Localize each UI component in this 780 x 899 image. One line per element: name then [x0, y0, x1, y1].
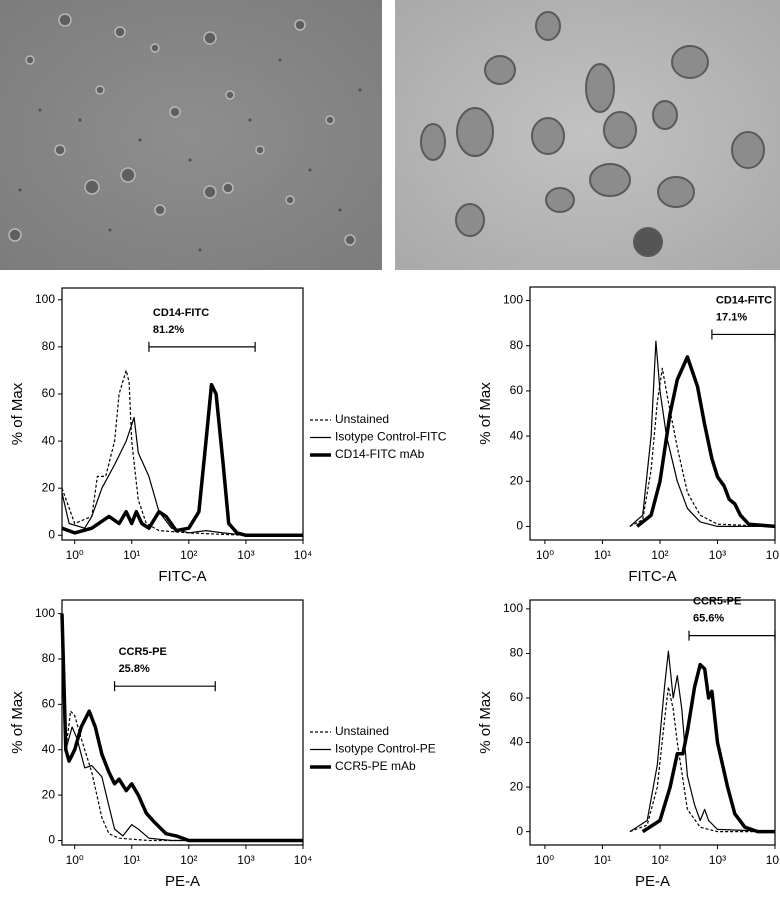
y-tick-label: 0	[48, 527, 55, 541]
legend-label: Isotype Control-FITC	[335, 430, 447, 444]
x-tick-label: 10²	[651, 853, 668, 867]
plot-frame	[529, 599, 776, 846]
x-tick-label: 10¹	[123, 548, 140, 562]
y-tick-label: 60	[510, 690, 524, 704]
gate-percent: 17.1%	[716, 311, 747, 323]
x-tick-label: 10¹	[594, 548, 611, 562]
legend-label: Unstained	[335, 412, 389, 426]
x-tick-label: 10³	[237, 853, 254, 867]
x-tick-label: 10⁰	[66, 853, 84, 867]
gate-percent: 81.2%	[153, 324, 184, 336]
histogram-line	[629, 686, 775, 833]
histogram-line	[61, 369, 303, 536]
y-tick-label: 20	[510, 473, 524, 487]
plot-frame	[61, 287, 304, 541]
y-tick-label: 80	[42, 339, 56, 353]
y-tick-label: 60	[42, 386, 56, 400]
y-tick-label: 0	[516, 519, 523, 533]
x-tick-label: 10³	[237, 548, 254, 562]
x-tick-label: 10⁴	[766, 853, 780, 867]
x-tick-label: 10³	[709, 548, 726, 562]
micrograph-left	[0, 0, 382, 270]
histogram-line	[60, 613, 303, 843]
y-tick-label: 100	[503, 601, 523, 615]
plot-frame	[61, 599, 304, 846]
gate-label: CD14-FITC	[153, 307, 209, 319]
histogram-line	[61, 613, 303, 842]
y-tick-label: 40	[510, 428, 524, 442]
gate-percent: 65.6%	[693, 613, 724, 625]
x-tick-label: 10²	[180, 853, 197, 867]
x-tick-label: 10¹	[123, 853, 140, 867]
x-tick-label: 10²	[651, 548, 668, 562]
x-axis-label: FITC-A	[628, 568, 676, 585]
histogram-line	[629, 367, 776, 527]
histogram-line	[629, 340, 775, 527]
histogram-line	[641, 662, 775, 834]
y-tick-label: 40	[42, 433, 56, 447]
histogram: 0 20 40 60 80 100 10⁰ 10¹ 10² 10³ 10⁴ FITC-A % of Ma…	[9, 287, 447, 585]
y-tick-label: 20	[510, 779, 524, 793]
y-tick-label: 20	[42, 480, 56, 494]
legend-label: Isotype Control-PE	[335, 742, 436, 756]
histogram-line	[629, 650, 776, 833]
x-axis-label: FITC-A	[158, 568, 206, 585]
x-tick-label: 10⁴	[294, 548, 313, 562]
x-tick-label: 10⁴	[294, 853, 313, 867]
y-axis-label: % of Max	[477, 691, 494, 754]
y-tick-label: 80	[510, 338, 524, 352]
histogram: 0 20 40 60 80 100 10⁰ 10¹ 10² 10³ 10⁴ PE-A % of Max C…	[9, 599, 436, 890]
y-tick-label: 80	[510, 646, 524, 660]
y-axis-label: % of Max	[477, 382, 494, 445]
histogram-line	[61, 613, 303, 842]
y-tick-label: 40	[42, 742, 56, 756]
x-tick-label: 10⁰	[536, 853, 554, 867]
histogram-line	[636, 355, 776, 529]
y-axis-label: % of Max	[9, 691, 26, 754]
legend-label: CD14-FITC mAb	[335, 447, 425, 461]
gate-percent: 25.8%	[119, 663, 150, 675]
histogram: 0 20 40 60 80 100 10⁰ 10¹ 10² 10³ 10⁴ PE-A % of Max C…	[477, 596, 780, 890]
y-tick-label: 40	[510, 735, 524, 749]
y-tick-label: 60	[42, 697, 56, 711]
histogram-line	[61, 416, 303, 536]
x-tick-label: 10¹	[594, 853, 611, 867]
histogram-line	[61, 382, 303, 538]
y-tick-label: 80	[42, 651, 56, 665]
histogram: 0 20 40 60 80 100 10⁰ 10¹ 10² 10³ 10⁴ FITC-A % of Ma…	[477, 286, 780, 585]
y-tick-label: 100	[35, 606, 55, 620]
legend-label: Unstained	[335, 724, 389, 738]
gate-label: CD14-FITC	[716, 294, 772, 306]
y-tick-label: 60	[510, 383, 524, 397]
x-tick-label: 10⁰	[536, 548, 554, 562]
y-axis-label: % of Max	[9, 382, 26, 445]
gate-label: CCR5-PE	[119, 646, 167, 658]
y-tick-label: 20	[42, 787, 56, 801]
x-tick-label: 10²	[180, 548, 197, 562]
micrograph-right	[395, 0, 780, 270]
x-axis-label: PE-A	[635, 873, 670, 890]
plot-frame	[529, 286, 776, 541]
x-axis-label: PE-A	[165, 873, 200, 890]
y-tick-label: 100	[503, 293, 523, 307]
x-tick-label: 10⁰	[66, 548, 84, 562]
x-tick-label: 10⁴	[766, 548, 780, 562]
y-tick-label: 0	[48, 833, 55, 847]
y-tick-label: 100	[35, 292, 55, 306]
y-tick-label: 0	[516, 824, 523, 838]
x-tick-label: 10³	[709, 853, 726, 867]
legend-label: CCR5-PE mAb	[335, 759, 416, 773]
gate-label: CCR5-PE	[693, 596, 741, 608]
